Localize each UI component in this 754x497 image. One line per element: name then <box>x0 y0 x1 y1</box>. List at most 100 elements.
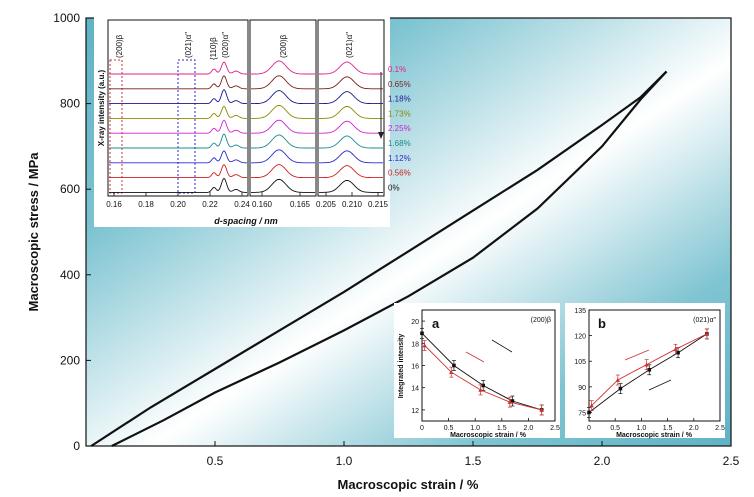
a-x-tick-label: 2.0 <box>524 425 534 432</box>
xrd-curves <box>109 60 383 193</box>
b-red-point <box>673 347 678 352</box>
a-red-point <box>478 387 483 392</box>
a-red-point <box>539 407 544 412</box>
xrd-curve-panel-1 <box>109 75 247 90</box>
inset-b: b (021)α" Macroscopic strain / % 0 0.5 1.0… <box>565 303 725 439</box>
xrd-curve-panel-1 <box>109 88 247 105</box>
y-tick-label: 0 <box>73 439 80 453</box>
b-x-tick-label: 2.0 <box>689 425 699 432</box>
xrd-strain-label: 1.68% <box>388 139 411 148</box>
b-red-point <box>615 377 621 382</box>
inset-a-frame <box>421 309 556 422</box>
a-y-tick-label: 12 <box>411 408 419 415</box>
inset-a-x-label: Macroscopic strain / % <box>450 432 527 439</box>
xrd-strain-label: 1.18% <box>388 95 411 104</box>
xrd-curve-panel-3 <box>319 61 383 75</box>
b-red-point <box>644 362 649 367</box>
a-x-tick-label: 1.0 <box>470 425 480 432</box>
b-black-point <box>647 367 652 372</box>
xrd-curve-panel-1 <box>109 163 247 179</box>
inset-a: a (200)β Macroscopic strain / % Integrat… <box>394 303 560 439</box>
xrd-tick-label: 0.24 <box>234 200 250 209</box>
inset-b-peak: (021)α" <box>693 317 716 324</box>
xrd-arrow-head <box>378 132 384 139</box>
a-y-tick-label: 16 <box>411 364 419 371</box>
inset-b-ticks: 0 0.5 1.0 1.5 2.0 2.5 75 90 105 120 135 <box>574 308 725 432</box>
inset-b-frame <box>588 309 721 422</box>
xrd-curve-panel-2 <box>251 134 315 149</box>
xrd-peak-label-3: {110}β <box>209 37 218 60</box>
inset-a-letter: a <box>432 316 440 331</box>
a-black-point <box>420 331 424 336</box>
xrd-curve-panel-2 <box>251 90 315 105</box>
inset-b-letter: b <box>598 316 606 331</box>
xrd-curve-panel-3 <box>319 76 383 90</box>
xrd-tick-label: 0.215 <box>368 200 389 209</box>
a-red-point <box>449 369 454 374</box>
x-tick-label: 2.0 <box>594 454 611 468</box>
xrd-curve-panel-3 <box>319 165 383 179</box>
a-black-point <box>510 399 515 403</box>
b-y-tick-label: 90 <box>578 385 586 392</box>
xrd-curve-panel-2 <box>251 149 315 164</box>
inset-a-ticks: 0 0.5 1.0 1.5 2.0 2.5 12 14 16 18 20 <box>411 319 560 432</box>
xrd-curve-panel-2 <box>251 119 315 134</box>
xrd-peak-label-5: (200)β <box>279 34 288 58</box>
y-axis-label: Macroscopic stress / MPa <box>26 152 41 312</box>
b-black-point <box>676 350 680 355</box>
b-y-tick-label: 120 <box>574 334 586 341</box>
xrd-strain-label: 0.56% <box>388 169 411 178</box>
xrd-tick-label: 0.20 <box>170 200 186 209</box>
y-axis-ticks: 0 200 400 600 800 1000 <box>53 11 91 453</box>
xrd-strain-label: 0.65% <box>388 80 411 89</box>
inset-a-unloading-arrow <box>465 351 485 363</box>
b-y-tick-label: 135 <box>574 308 586 315</box>
xrd-curve-panel-1 <box>109 133 247 149</box>
xrd-curve-panel-2 <box>251 75 315 90</box>
xrd-tick-label: 0.205 <box>316 200 337 209</box>
xrd-peak-label-2: (021)α" <box>184 32 193 58</box>
xrd-curve-panel-1 <box>109 61 247 75</box>
b-x-tick-label: 1.0 <box>637 425 647 432</box>
xrd-curve-panel-2 <box>251 104 315 119</box>
a-y-tick-label: 20 <box>411 319 419 326</box>
b-red-point <box>589 403 594 408</box>
xrd-curve-panel-2 <box>251 178 315 193</box>
xrd-peak-label-6: (021)α" <box>345 32 354 58</box>
x-tick-label: 2.5 <box>723 454 740 468</box>
y-tick-label: 800 <box>60 97 80 111</box>
xrd-curve-panel-2 <box>251 164 315 179</box>
inset-a-series <box>420 327 544 416</box>
xrd-curve-panel-3 <box>319 150 383 164</box>
y-tick-label: 200 <box>60 353 80 367</box>
xrd-curve-panel-2 <box>251 60 315 75</box>
xrd-curve-panel-3 <box>319 135 383 149</box>
x-tick-label: 1.5 <box>465 454 482 468</box>
xrd-tick-label: 0.16 <box>106 200 122 209</box>
x-axis-ticks: 0.5 1.0 1.5 2.0 2.5 <box>207 441 740 468</box>
a-red-point <box>507 399 512 404</box>
inset-b-x-label: Macroscopic strain / % <box>616 432 693 439</box>
a-y-tick-label: 18 <box>411 341 419 348</box>
a-y-tick-label: 14 <box>411 386 419 393</box>
xrd-strain-label: 0.1% <box>388 65 406 74</box>
x-axis-label: Macroscopic strain / % <box>338 477 479 492</box>
x-tick-label: 0.5 <box>207 454 224 468</box>
xrd-strain-label: 2.25% <box>388 124 411 133</box>
a-x-tick-label: 0 <box>420 425 424 432</box>
b-x-tick-label: 2.5 <box>715 425 725 432</box>
inset-b-loading-arrow <box>648 379 672 391</box>
a-black-point <box>481 383 485 388</box>
xrd-curve-panel-1 <box>109 105 247 119</box>
b-black-point <box>618 386 623 391</box>
a-x-tick-label: 1.5 <box>497 425 507 432</box>
b-red-point <box>704 331 710 336</box>
y-tick-label: 400 <box>60 268 80 282</box>
xrd-inset: 0.16 0.18 0.20 0.22 0.24 0.160 0.165 0.205 0.210… <box>94 15 411 227</box>
x-tick-label: 1.0 <box>336 454 353 468</box>
xrd-highlight-box-2 <box>177 59 196 194</box>
b-x-tick-label: 0.5 <box>610 425 620 432</box>
b-y-tick-label: 105 <box>574 359 586 366</box>
xrd-tick-label: 0.165 <box>290 200 311 209</box>
